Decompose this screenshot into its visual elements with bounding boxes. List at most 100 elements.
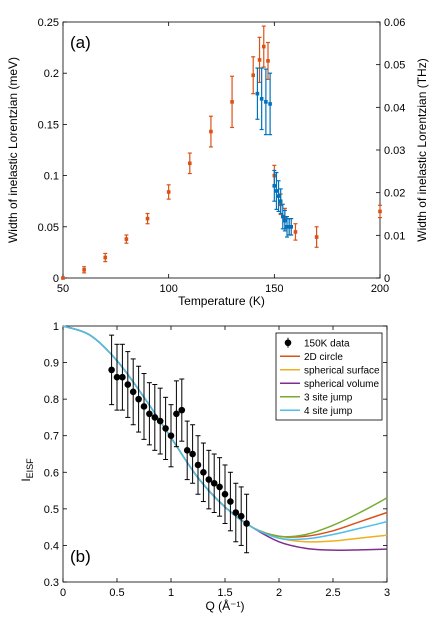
data-point xyxy=(183,447,191,454)
x-tick-label: 3 xyxy=(384,587,390,599)
x-tick-label: 200 xyxy=(371,283,389,295)
x-tick-label: 1 xyxy=(168,587,174,599)
data-point xyxy=(113,373,121,381)
data-point xyxy=(124,237,129,241)
y-tick-label: 0.25 xyxy=(38,17,59,29)
panel-b-ticks: 0 0.5 1 1.5 2 2.5 3 0.3 0.4 0.5 0.6 0.7 0.8 0.9 1 xyxy=(44,321,390,599)
data-point xyxy=(140,403,148,410)
x-tick-label: 150 xyxy=(265,283,283,295)
data-point xyxy=(276,194,281,198)
data-point xyxy=(232,509,240,516)
legend-label: 2D circle xyxy=(304,352,343,363)
data-point xyxy=(108,366,115,374)
x-tick-label: 50 xyxy=(57,283,69,295)
data-point xyxy=(266,59,270,63)
data-point xyxy=(289,225,294,229)
data-point xyxy=(280,214,285,219)
data-point xyxy=(230,100,234,104)
data-point xyxy=(293,230,298,234)
y-tick-label: 0.4 xyxy=(44,540,59,552)
panel-a-ylabel: Width of inelastic Lorentzian (meV) xyxy=(6,57,20,243)
panel-b-ylabel-main: I xyxy=(19,478,33,481)
data-point xyxy=(167,432,175,440)
panel-a-y2label: Width of inelastic Lorentzian (THz) xyxy=(415,58,429,241)
y2-tick-label: 0.02 xyxy=(384,188,405,200)
data-point xyxy=(209,129,213,134)
data-point xyxy=(261,44,266,49)
data-point xyxy=(314,235,319,239)
data-point xyxy=(156,417,164,425)
x-tick-label: 2 xyxy=(276,587,282,599)
y-tick-label: 0.9 xyxy=(44,358,59,370)
data-point xyxy=(237,512,245,520)
y2-tick-label: 0.05 xyxy=(384,60,405,72)
data-point xyxy=(205,476,213,483)
y-tick-label: 0.15 xyxy=(38,119,59,131)
data-point xyxy=(264,100,268,104)
data-point xyxy=(227,498,234,505)
panel-a-ticks: 50 100 150 20000.050.10.150.20.2500.010.020… xyxy=(38,17,406,295)
panel-b-xlabel: Q (Å⁻¹) xyxy=(206,598,245,613)
panel-b-ylabel: IEISF xyxy=(19,458,35,482)
data-point xyxy=(82,268,86,272)
legend-label: 4 site jump xyxy=(304,406,353,417)
legend-label: 150K data xyxy=(304,338,350,349)
y2-tick-label: 0.03 xyxy=(384,145,405,157)
y-tick-label: 0.2 xyxy=(44,68,59,80)
legend-box xyxy=(275,332,383,421)
panel-a-xlabel: Temperature (K) xyxy=(178,294,265,308)
data-point xyxy=(259,97,264,101)
data-point xyxy=(287,225,291,229)
y-tick-label: 0.5 xyxy=(44,504,59,516)
legend-label: 3 site jump xyxy=(304,392,353,403)
panel-a: 50 100 150 20000.050.10.150.20.2500.010.020… xyxy=(6,17,429,308)
data-point xyxy=(272,184,277,188)
data-point xyxy=(129,388,137,396)
data-point xyxy=(268,102,272,106)
y2-tick-label: 0 xyxy=(384,273,390,285)
data-point xyxy=(200,468,207,476)
y-tick-label: 0.3 xyxy=(44,577,59,589)
y-tick-label: 0.8 xyxy=(44,394,59,406)
y-tick-label: 0.6 xyxy=(44,467,59,479)
data-point xyxy=(61,276,65,280)
data-point xyxy=(251,73,255,78)
data-point xyxy=(221,490,229,498)
data-point xyxy=(124,381,132,388)
data-point xyxy=(166,190,171,194)
data-point xyxy=(189,450,196,458)
data-point xyxy=(194,461,202,469)
panel-b: 0 0.5 1 1.5 2 2.5 30.30.40.50.60.70.80.91 (b) … xyxy=(19,321,390,613)
data-point xyxy=(151,414,159,421)
data-point xyxy=(283,218,287,223)
data-point xyxy=(178,406,186,414)
data-point xyxy=(145,216,150,221)
data-point xyxy=(119,373,126,381)
data-point xyxy=(135,395,142,403)
y2-tick-label: 0.06 xyxy=(384,17,405,29)
x-tick-label: 100 xyxy=(159,283,177,295)
data-point xyxy=(243,520,250,527)
data-point xyxy=(216,483,223,491)
legend-marker xyxy=(284,339,292,347)
data-point xyxy=(173,410,180,418)
y-tick-label: 0.05 xyxy=(38,222,59,234)
data-point xyxy=(146,410,153,418)
panel-a-label: (a) xyxy=(70,33,91,52)
data-point xyxy=(255,91,260,96)
y2-tick-label: 0.01 xyxy=(384,230,405,242)
legend-label: spherical volume xyxy=(304,379,379,390)
panel-a-axes-box xyxy=(62,21,381,279)
data-point xyxy=(103,255,108,260)
legend: 150K data 2D circle spherical surface spher… xyxy=(275,332,383,421)
data-point xyxy=(210,479,218,487)
data-point xyxy=(285,225,289,229)
x-tick-label: 2.5 xyxy=(325,587,340,599)
y-tick-label: 0.7 xyxy=(44,431,59,443)
panel-a-data xyxy=(61,25,382,280)
x-tick-label: 0 xyxy=(60,587,66,599)
data-point xyxy=(162,425,169,432)
data-point xyxy=(188,161,192,166)
x-tick-label: 0.5 xyxy=(109,587,124,599)
